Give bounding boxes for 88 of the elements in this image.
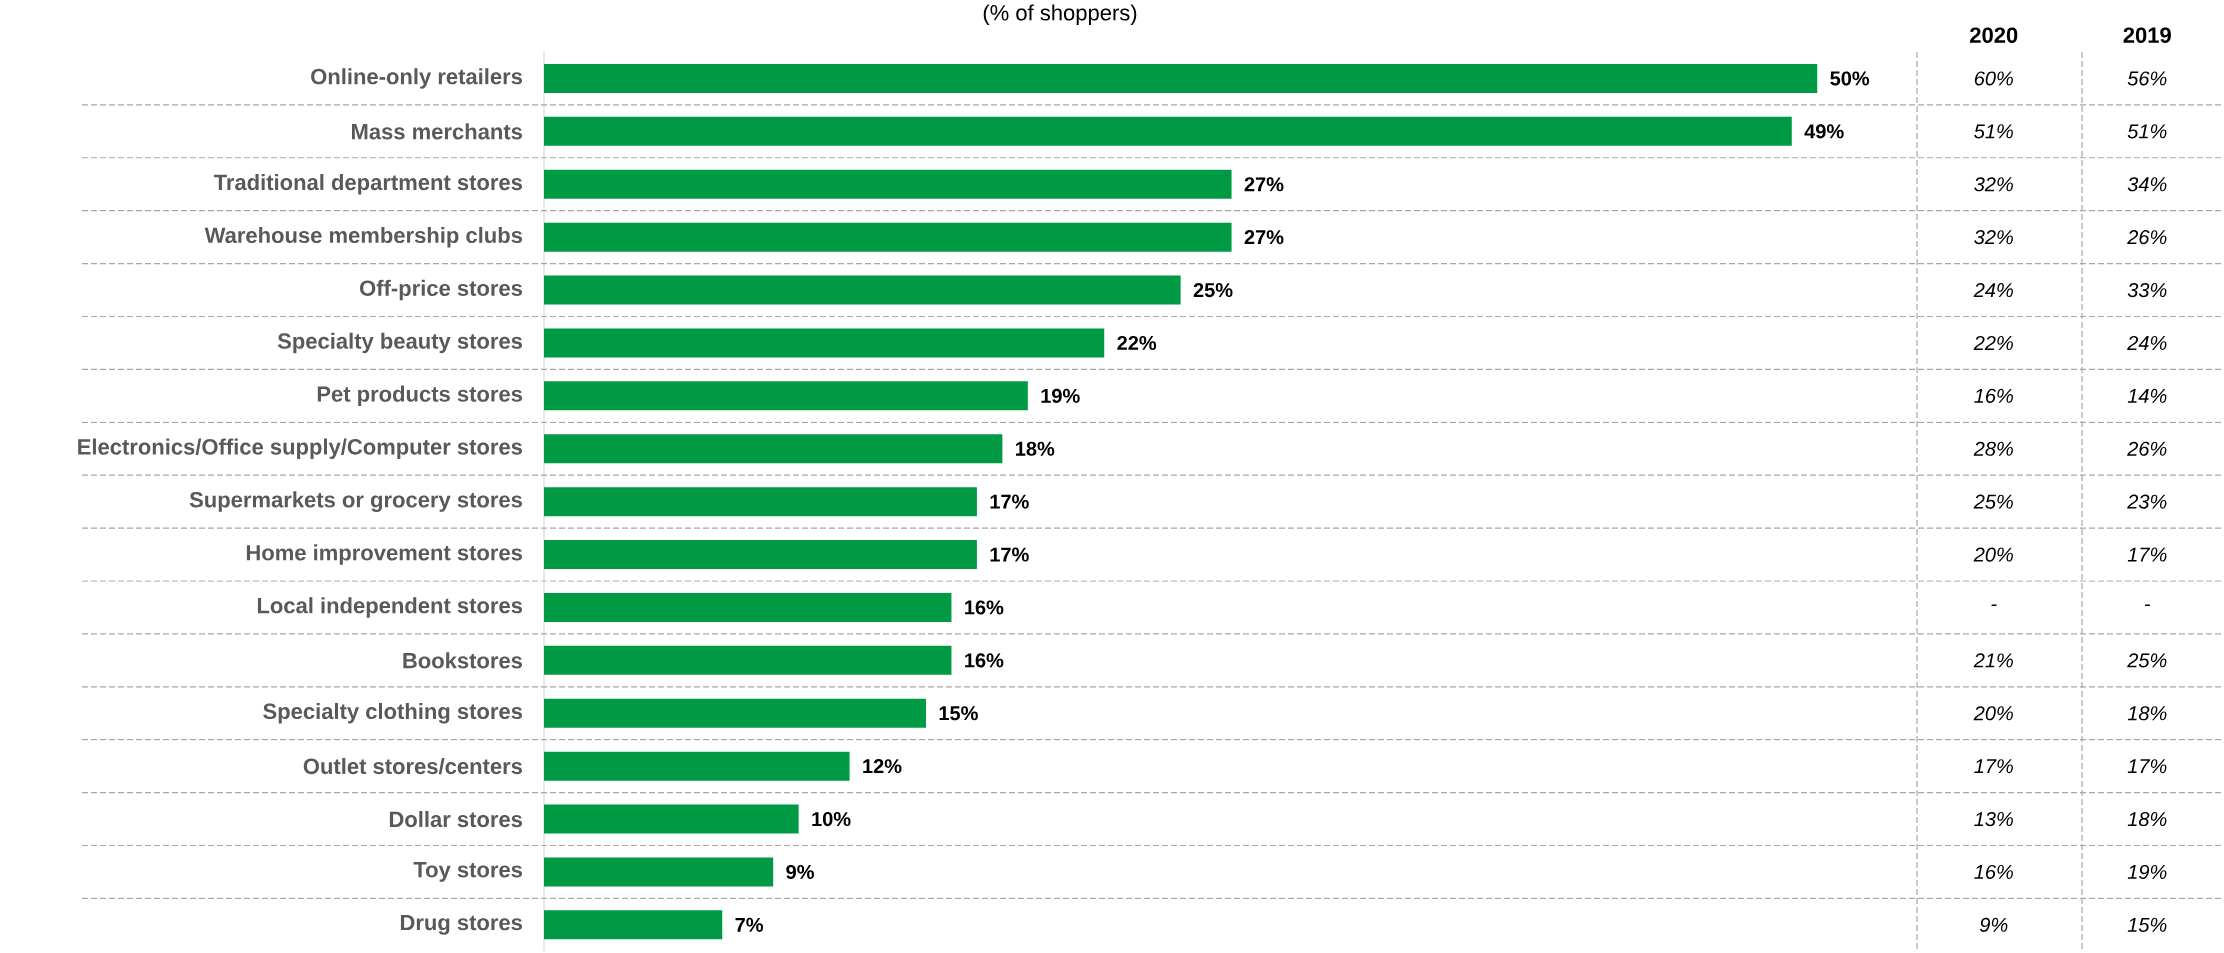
y-tick-label: Home improvement stores: [246, 544, 522, 565]
text: 32%: [1974, 230, 2013, 245]
text: 13%: [1974, 811, 2013, 827]
text: 21%: [1973, 653, 2013, 668]
text: 34%: [2127, 177, 2167, 192]
text: -: [2144, 604, 2151, 606]
y-tick-label: Mass merchants: [352, 123, 522, 140]
y-tick-label: Electronics/Office supply/Computer stores: [78, 438, 523, 459]
text: 28%: [1973, 441, 2013, 456]
text: 17%: [2127, 547, 2167, 562]
text: 19%: [2127, 864, 2167, 880]
y-tick-label: Drug stores: [400, 914, 522, 935]
data-label: 50%: [1830, 71, 1870, 86]
bar: [544, 804, 799, 834]
text: 51%: [1974, 124, 2013, 139]
y-tick-label: Traditional department stores: [213, 174, 523, 195]
y-tick-label: Specialty clothing stores: [263, 702, 523, 724]
text: 25%: [2127, 653, 2167, 668]
bar: [544, 540, 977, 570]
data-label: 9%: [786, 864, 814, 880]
bar: [544, 63, 1818, 93]
category-label: 2020: [1970, 27, 2018, 43]
chart-title: (% of shoppers): [983, 4, 1137, 25]
data-label: 49%: [1804, 124, 1844, 139]
text: -: [1991, 604, 1997, 606]
bar: [544, 751, 850, 781]
bar: [544, 487, 977, 517]
bar: [544, 275, 1181, 305]
data-label: 16%: [965, 600, 1004, 615]
text: 15%: [2127, 917, 2167, 932]
text: 26%: [2127, 230, 2167, 245]
data-label: 27%: [1244, 230, 1284, 245]
bar: [544, 645, 952, 675]
bar: [544, 169, 1232, 199]
bar: [544, 857, 774, 887]
y-tick-label: Local independent stores: [257, 597, 523, 618]
y-tick-label: Pet products stores: [317, 385, 522, 407]
text: 33%: [2127, 282, 2167, 298]
text: 9%: [1979, 917, 2008, 932]
text: 25%: [1973, 494, 2013, 509]
category-label: 2019: [2123, 27, 2171, 43]
y-tick-label: Supermarkets or grocery stores: [189, 491, 522, 512]
data-label: 19%: [1041, 388, 1080, 403]
y-tick-label: Online-only retailers: [311, 68, 523, 89]
text: 14%: [2127, 388, 2167, 403]
data-label: 12%: [863, 759, 902, 774]
text: 18%: [2127, 811, 2167, 827]
bar: [544, 222, 1232, 252]
data-label: 22%: [1117, 335, 1157, 351]
text: 16%: [1974, 388, 2013, 403]
text: 32%: [1974, 177, 2013, 192]
bar: [544, 592, 952, 622]
y-tick-label: Bookstores: [403, 652, 523, 669]
text: 26%: [2127, 441, 2167, 456]
text: 24%: [2127, 335, 2167, 351]
data-label: 10%: [812, 811, 851, 827]
y-tick-label: Toy stores: [413, 862, 523, 882]
data-label: 17%: [990, 494, 1029, 509]
text: 20%: [1973, 706, 2013, 721]
data-label: 27%: [1244, 177, 1284, 192]
data-label: 15%: [939, 706, 978, 721]
text: 20%: [1973, 547, 2013, 562]
text: 23%: [2127, 494, 2167, 509]
data-label: 17%: [990, 547, 1029, 562]
bar: [544, 328, 1105, 358]
text: 60%: [1974, 71, 2013, 86]
data-label: 18%: [1016, 441, 1055, 456]
bar: [544, 381, 1028, 411]
text: 22%: [1973, 335, 2013, 351]
y-tick-label: Warehouse membership clubs: [204, 226, 523, 248]
text: 56%: [2127, 71, 2167, 86]
data-label: 25%: [1193, 282, 1233, 298]
y-tick-label: Outlet stores/centers: [303, 757, 522, 775]
text: 24%: [1973, 283, 2013, 298]
data-label: 16%: [965, 653, 1004, 668]
bar: [544, 116, 1792, 146]
bar: [544, 910, 723, 940]
text: 17%: [1974, 759, 2013, 774]
data-label: 7%: [735, 917, 764, 932]
bar: [544, 698, 926, 728]
y-tick-label: Dollar stores: [389, 810, 522, 828]
text: 17%: [2127, 759, 2167, 774]
y-tick-label: Specialty beauty stores: [277, 332, 522, 354]
bar: [544, 434, 1003, 464]
text: 51%: [2127, 124, 2167, 139]
y-tick-label: Off-price stores: [360, 279, 522, 301]
text: 16%: [1974, 864, 2013, 880]
text: 18%: [2127, 706, 2167, 721]
